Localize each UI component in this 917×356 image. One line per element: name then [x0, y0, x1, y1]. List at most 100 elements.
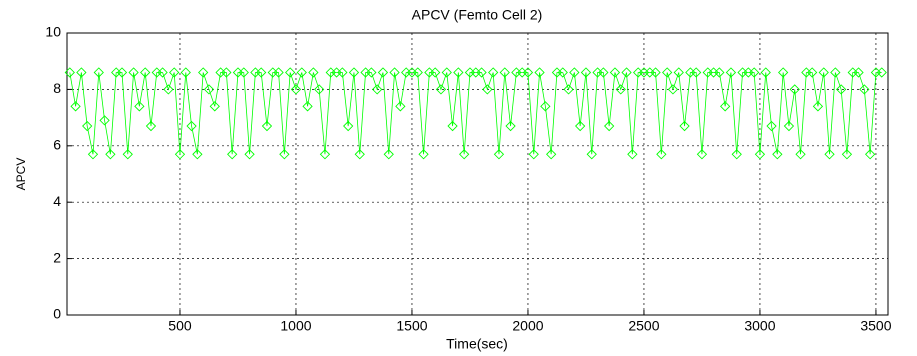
y-tick-label: 0	[53, 306, 61, 322]
data-marker	[227, 149, 238, 160]
data-marker	[302, 101, 313, 112]
data-marker	[760, 67, 771, 78]
data-marker	[435, 84, 447, 95]
x-tick-label: 2500	[628, 318, 659, 334]
data-marker	[830, 67, 841, 78]
data-marker	[157, 67, 168, 78]
data-marker	[766, 120, 777, 132]
data-marker	[586, 149, 597, 160]
data-marker	[314, 84, 325, 95]
data-marker	[447, 120, 458, 132]
data-marker	[772, 149, 783, 160]
data-marker	[244, 149, 255, 160]
data-marker	[534, 67, 545, 78]
data-marker	[163, 84, 174, 95]
data-marker	[488, 67, 499, 78]
data-marker	[604, 120, 615, 132]
data-marker	[383, 149, 394, 160]
x-axis-label: Time(sec)	[446, 336, 508, 352]
data-marker	[540, 101, 551, 112]
data-marker	[238, 67, 249, 78]
data-marker	[116, 67, 128, 78]
data-marker	[186, 120, 197, 132]
data-marker	[192, 149, 203, 160]
x-tick-label: 1500	[396, 318, 427, 334]
data-marker	[754, 149, 766, 160]
data-marker	[673, 67, 684, 78]
data-marker	[482, 84, 493, 95]
data-marker	[198, 67, 209, 78]
data-marker	[865, 149, 876, 160]
data-marker	[389, 67, 400, 78]
data-marker	[337, 67, 348, 78]
data-marker	[696, 149, 708, 160]
data-marker	[64, 67, 75, 78]
data-marker	[812, 101, 824, 112]
data-marker	[418, 149, 429, 160]
data-marker	[105, 149, 116, 160]
data-marker	[650, 67, 661, 78]
data-marker	[99, 115, 110, 126]
data-marker	[441, 67, 452, 78]
data-marker	[372, 84, 383, 95]
data-marker	[354, 149, 365, 160]
data-marker	[261, 120, 273, 132]
data-marker	[221, 67, 232, 78]
data-marker	[778, 67, 789, 78]
data-marker	[621, 67, 632, 78]
data-marker	[296, 67, 307, 78]
data-marker	[789, 84, 800, 95]
data-marker	[615, 84, 626, 95]
data-marker	[720, 101, 731, 112]
data-marker	[859, 84, 870, 95]
data-marker	[169, 67, 180, 78]
data-marker	[714, 67, 725, 78]
data-marker	[662, 67, 673, 78]
data-marker	[795, 149, 806, 160]
y-tick-label: 2	[53, 249, 61, 265]
data-marker	[575, 120, 586, 132]
data-marker	[343, 120, 354, 132]
y-tick-label: 10	[45, 24, 61, 40]
x-tick-label: 3000	[744, 318, 775, 334]
data-marker	[366, 67, 377, 78]
data-marker	[505, 120, 516, 132]
data-marker	[93, 67, 104, 78]
data-marker	[273, 67, 284, 78]
data-marker	[499, 67, 510, 78]
data-marker	[134, 101, 145, 112]
data-marker	[841, 149, 853, 160]
data-marker	[70, 101, 81, 112]
data-marker	[348, 67, 360, 78]
data-marker	[749, 67, 760, 78]
x-tick-label: 3500	[860, 318, 891, 334]
data-marker	[290, 84, 302, 95]
data-marker	[453, 67, 464, 78]
y-tick-label: 6	[53, 137, 61, 153]
data-marker	[667, 84, 679, 95]
data-marker	[395, 101, 406, 112]
data-marker	[87, 149, 99, 160]
data-marker	[725, 67, 737, 78]
data-marker	[818, 67, 829, 78]
data-marker	[209, 101, 220, 112]
data-marker	[528, 149, 539, 160]
y-tick-label: 8	[53, 80, 61, 96]
chart-title: APCV (Femto Cell 2)	[412, 7, 543, 23]
data-marker	[580, 67, 592, 78]
data-marker	[285, 67, 296, 78]
data-marker	[731, 149, 742, 160]
data-marker	[174, 149, 186, 160]
x-tick-label: 1000	[280, 318, 311, 334]
data-marker	[319, 149, 331, 160]
data-marker	[598, 67, 609, 78]
x-tick-label: 500	[168, 318, 192, 334]
data-marker	[679, 120, 690, 132]
data-marker	[476, 67, 487, 78]
data-marker	[430, 67, 441, 78]
data-marker	[180, 67, 191, 78]
data-marker	[82, 120, 93, 132]
data-marker	[691, 67, 702, 78]
